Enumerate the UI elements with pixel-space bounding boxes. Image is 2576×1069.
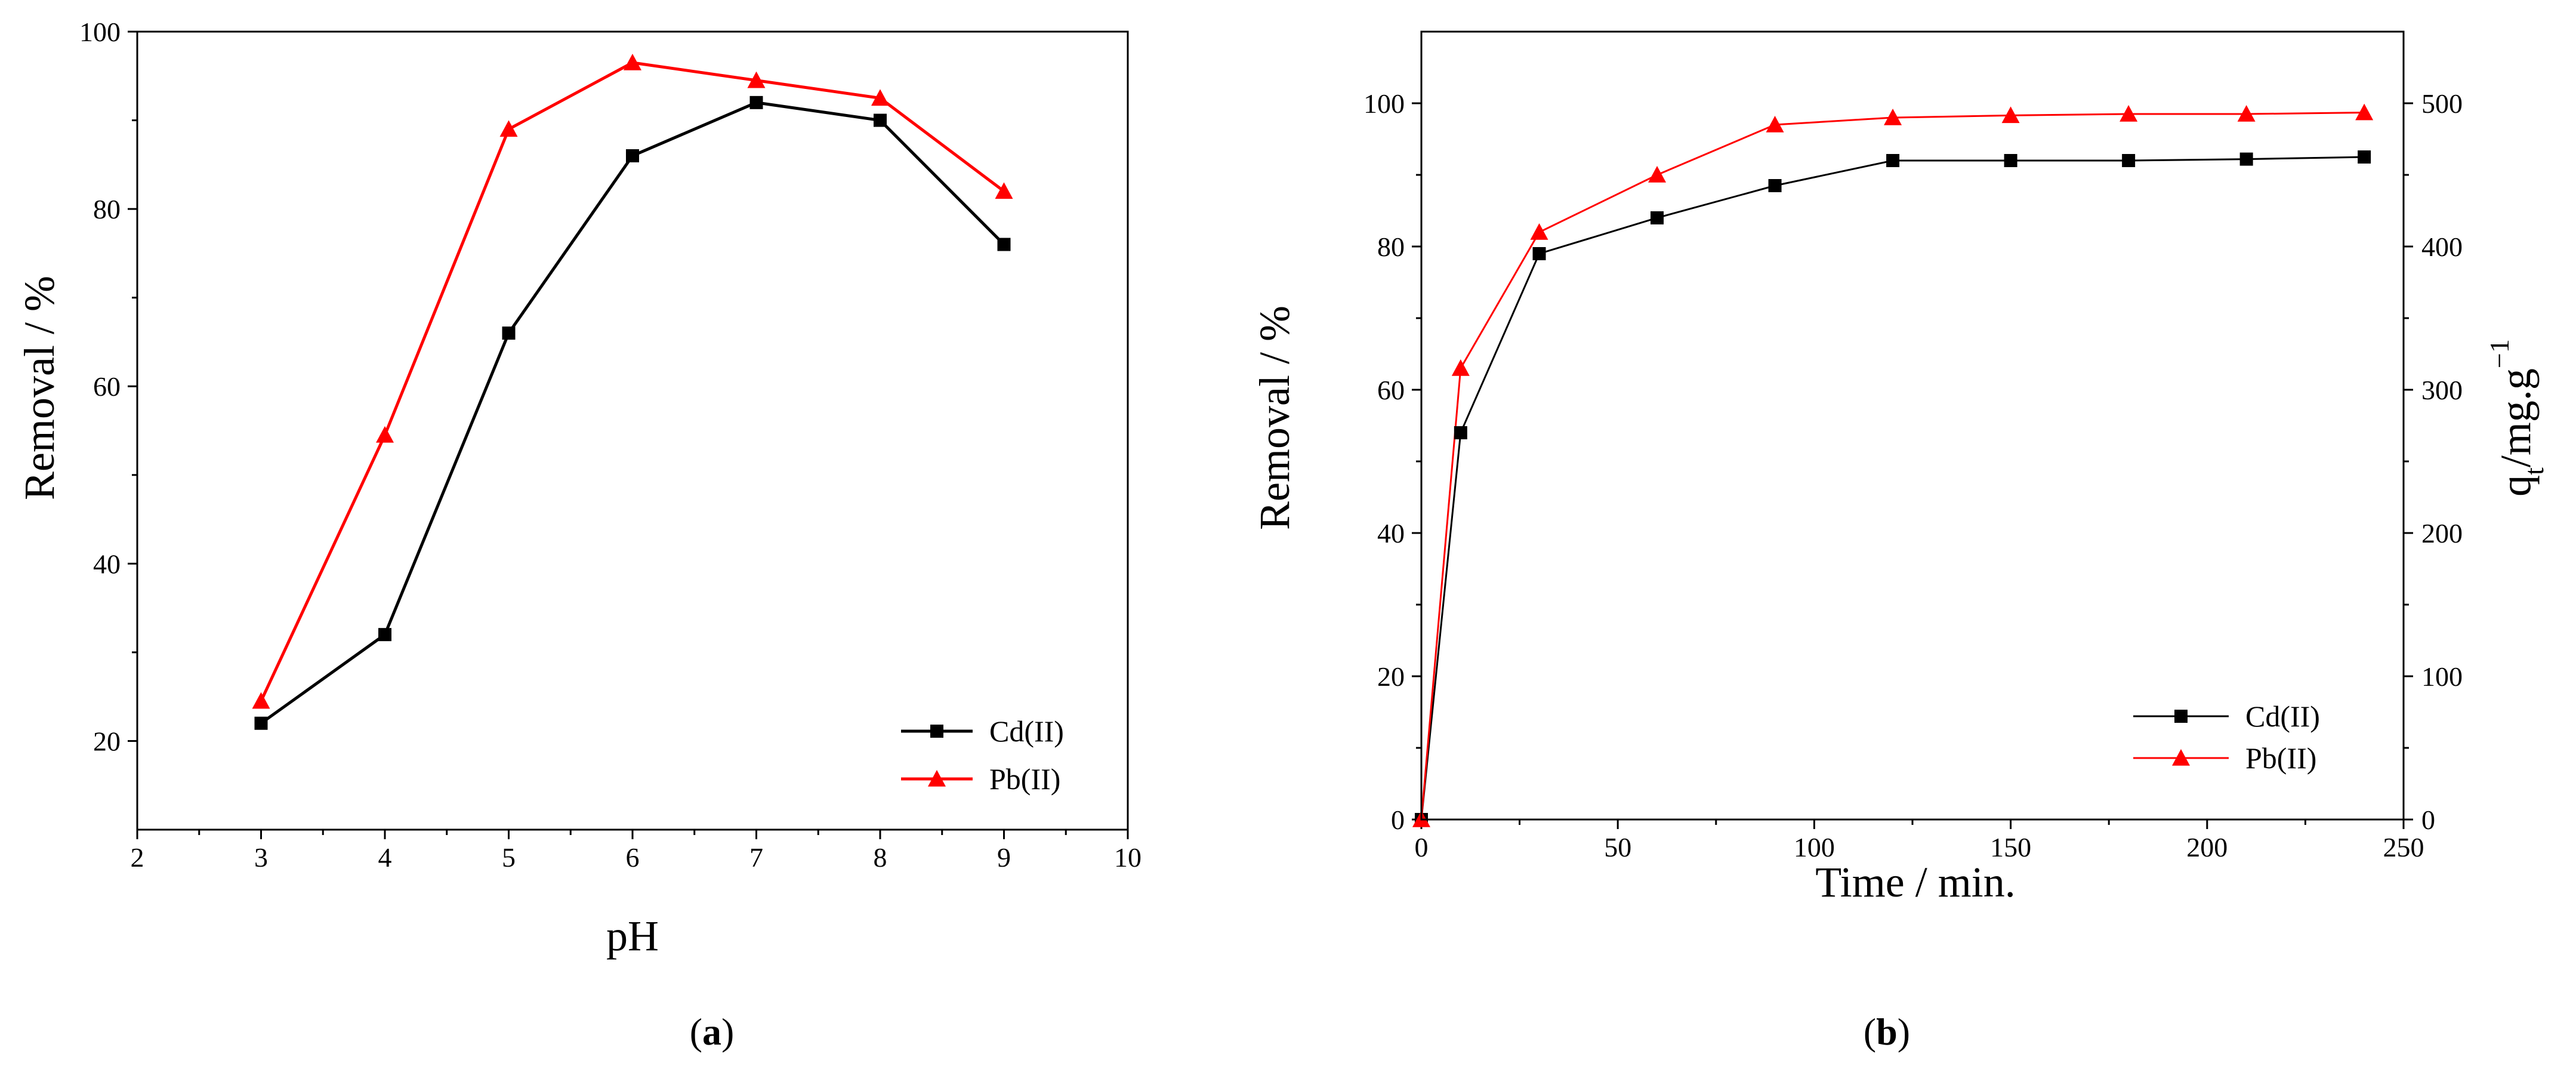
chart-a-y-tick-label: 40: [93, 549, 121, 579]
chart-b-series-0-point: [1886, 154, 1900, 167]
chart-a-legend-label-1: Pb(II): [989, 762, 1060, 796]
chart-b-y2-axis-title: qt/mg.g−1: [2484, 339, 2549, 497]
chart-b-y-tick-label: 40: [1377, 518, 1405, 549]
chart-a-legend-label-0: Cd(II): [989, 714, 1064, 748]
chart-a-plot-frame: [136, 30, 1129, 831]
chart-a-series-1-point: [499, 120, 518, 137]
chart-b-ticks: 0 50 100 150 200 2500204060801000100200300400…: [1363, 88, 2463, 862]
chart-b-legend-label-0: Cd(II): [2245, 700, 2320, 733]
chart-a-series-1-point: [252, 692, 270, 709]
chart-b-x-tick-label: 250: [2383, 832, 2424, 862]
chart-b-y2-tick-label: 500: [2421, 88, 2463, 119]
chart-b-y-tick-label: 0: [1391, 805, 1405, 835]
chart-b-series-1-point: [1530, 223, 1548, 240]
chart-b-series-0-point: [1532, 247, 1546, 260]
chart-b-series-1-line: [1420, 112, 2365, 820]
chart-b-series-0-line: [1420, 156, 2365, 820]
chart-b-series-0-point: [2004, 154, 2017, 167]
chart-a-x-axis-title: pH: [606, 912, 659, 960]
chart-b-series-0-point: [2122, 154, 2136, 167]
chart-b-series-1-point: [2355, 103, 2374, 121]
chart-b-series-lines: [1420, 112, 2365, 820]
chart-b-plot-frame: [1420, 30, 2405, 821]
chart-a-x-tick-label: 9: [997, 842, 1011, 873]
chart-a-series-0-point: [378, 628, 391, 642]
chart-a-series-0-point: [749, 95, 763, 109]
chart-b-series-1-point: [2237, 105, 2256, 122]
chart-b-series-1-point: [1648, 166, 1667, 183]
chart-b-x-tick-label: 50: [1604, 832, 1631, 862]
chart-b-markers: [1412, 103, 2374, 827]
chart-b-x-tick-label: 200: [2186, 832, 2228, 862]
chart-b-series-1-point: [2120, 105, 2138, 122]
chart-b-y-tick-label: 100: [1363, 88, 1405, 119]
chart-b-caption: (b): [1864, 1011, 1910, 1053]
chart-a-x-tick-label: 8: [874, 842, 887, 873]
chart-b-y-tick-label: 80: [1377, 232, 1405, 262]
chart-a-x-tick-label: 4: [378, 842, 392, 873]
chart-b-x-tick-label: 0: [1415, 832, 1429, 862]
chart-a-legend: Cd(II) Pb(II): [901, 714, 1064, 796]
chart-b-series-0-point: [2239, 152, 2253, 166]
chart-a-series-1-point: [747, 71, 766, 88]
chart-b-legend-marker-0: [2174, 710, 2188, 723]
chart-b-legend: Cd(II) Pb(II): [2133, 700, 2320, 775]
chart-b-x-tick-label: 100: [1794, 832, 1835, 862]
chart-a-series-0-point: [997, 238, 1011, 251]
chart-a-x-tick-label: 2: [131, 842, 144, 873]
chart-b-series-0-point: [1651, 211, 1664, 224]
chart-a-y-axis-title: Removal / %: [16, 276, 63, 500]
chart-b-x-axis-title: Time / min.: [1815, 858, 2015, 906]
chart-a-y-tick-label: 20: [93, 726, 121, 756]
chart-a-markers: [252, 53, 1013, 730]
chart-b: 0 50 100 150 200 2500204060801000100200300400…: [1251, 30, 2549, 906]
chart-b-y2-tick-label: 300: [2421, 375, 2463, 405]
chart-a-series-0-point: [502, 326, 516, 340]
chart-a-legend-marker-0: [930, 725, 943, 738]
chart-a-y-tick-label: 100: [79, 17, 121, 47]
chart-b-y-tick-label: 60: [1377, 375, 1405, 405]
chart-a-x-tick-label: 3: [254, 842, 268, 873]
chart-b-series-0-point: [1768, 179, 1782, 192]
chart-a-series-0-point: [626, 149, 639, 162]
chart-b-series-1-point: [1766, 116, 1784, 133]
chart-a-y-tick-label: 60: [93, 371, 121, 402]
chart-b-legend-marker-1: [2172, 749, 2190, 766]
chart-a-x-tick-label: 10: [1114, 842, 1142, 873]
chart-b-series-1-point: [2001, 106, 2020, 124]
chart-a-x-tick-label: 6: [626, 842, 640, 873]
chart-b-y2-tick-label: 100: [2421, 661, 2463, 692]
chart-a: 2 3 4 5 6 7 8 9 10 20 40 60 80 100 pH Removal / % Cd(…: [16, 17, 1142, 960]
chart-a-series-1-point: [995, 182, 1013, 199]
chart-b-series-0-point: [2358, 150, 2371, 164]
chart-b-series-0-point: [1454, 426, 1467, 439]
chart-a-x-tick-label: 5: [502, 842, 516, 873]
chart-a-caption-letter: a: [702, 1011, 721, 1053]
chart-a-x-tick-label: 7: [749, 842, 763, 873]
chart-a-caption: (a): [690, 1011, 735, 1053]
chart-b-series-1-point: [1451, 359, 1470, 376]
chart-b-caption-letter: b: [1876, 1011, 1898, 1053]
chart-a-legend-marker-1: [928, 770, 946, 787]
chart-a-series-1-point: [376, 426, 394, 443]
chart-b-y-tick-label: 20: [1377, 661, 1405, 692]
chart-b-legend-label-1: Pb(II): [2245, 741, 2316, 775]
chart-a-y-tick-label: 80: [93, 194, 121, 224]
chart-b-y-axis-title: Removal / %: [1251, 306, 1298, 530]
chart-a-series-1-point: [871, 89, 889, 106]
chart-a-series-1-point: [624, 53, 641, 70]
chart-b-series-1-point: [1884, 109, 1902, 125]
chart-a-series-0-point: [254, 716, 268, 730]
chart-b-x-tick-label: 150: [1990, 832, 2031, 862]
chart-a-ticks: 2 3 4 5 6 7 8 9 10 20 40 60 80 100: [79, 17, 1142, 873]
chart-a-series-0-point: [874, 113, 887, 127]
chart-b-y2-tick-label: 0: [2421, 805, 2435, 835]
chart-b-y2-tick-label: 200: [2421, 518, 2463, 549]
chart-b-y2-tick-label: 400: [2421, 232, 2463, 262]
